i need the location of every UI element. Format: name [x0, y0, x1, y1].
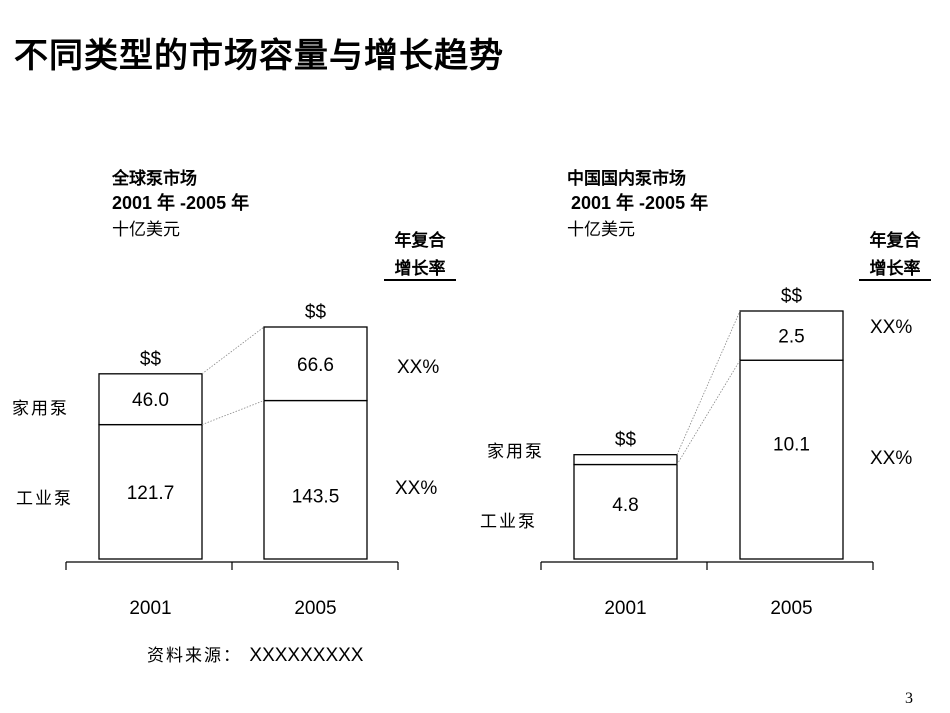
cagr-header-line2: 增长率 [394, 259, 446, 279]
cagr-header-line1: 年复合 [869, 231, 921, 251]
china-bar-2005-industrial [739, 359, 844, 560]
china-connector-total [676, 310, 741, 455]
china-bar-2001-household [573, 454, 678, 466]
page-title: 不同类型的市场容量与增长趋势 [14, 36, 504, 76]
global-value-label-2001-industrial: 121.7 [127, 483, 175, 504]
global-industrial-label: 工业泵 [16, 489, 73, 509]
source-note: 资料来源： XXXXXXXXX [147, 641, 363, 667]
china-connector-industrial [676, 359, 741, 465]
china-cagr-rule [859, 279, 931, 281]
china-industrial-label: 工业泵 [480, 512, 537, 532]
global-cagr-header: 年复合 增长率 [384, 227, 456, 283]
global-household-cagr: XX% [397, 357, 440, 378]
china-bar-2001-industrial [573, 463, 678, 560]
page-number: 3 [905, 690, 913, 707]
china-value-label-2001-industrial: 4.8 [612, 495, 638, 516]
china-chart-title: 中国国内泵市场 [567, 169, 686, 189]
global-value-label-2005-household: 66.6 [297, 355, 334, 376]
global-chart-unit: 十亿美元 [112, 220, 180, 240]
global-chart-period: 2001 年 -2005 年 [112, 193, 250, 213]
global-chart-title: 全球泵市场 [112, 169, 197, 189]
cagr-header-line1: 年复合 [394, 231, 446, 251]
global-total-label-2001: $$ [140, 349, 162, 370]
china-x-tick-label-2005: 2005 [770, 598, 812, 619]
global-x-tick-label-2001: 2001 [129, 598, 171, 619]
global-cagr-rule [384, 279, 456, 281]
global-bar-2005-household [263, 326, 368, 402]
global-value-label-2001-household: 46.0 [132, 390, 169, 411]
china-total-label-2005: $$ [781, 286, 803, 307]
global-value-label-2005-industrial: 143.5 [292, 487, 340, 508]
china-x-tick-label-2001: 2001 [604, 598, 646, 619]
global-bar-2001-household [98, 373, 203, 426]
global-industrial-cagr: XX% [395, 478, 438, 499]
source-value: XXXXXXXXX [249, 645, 364, 666]
china-industrial-cagr: XX% [870, 448, 913, 469]
china-chart-unit: 十亿美元 [567, 220, 635, 240]
china-household-cagr: XX% [870, 317, 913, 338]
source-label: 资料来源： [147, 646, 242, 666]
china-chart-period: 2001 年 -2005 年 [571, 193, 709, 213]
china-household-label: 家用泵 [487, 442, 544, 462]
global-x-tick-label-2005: 2005 [294, 598, 336, 619]
global-connector-total [201, 326, 265, 375]
cagr-header-line2: 增长率 [869, 259, 921, 279]
china-value-label-2005-household: 2.5 [778, 327, 804, 348]
china-bar-2005-household [739, 310, 844, 361]
global-connector-industrial [201, 400, 265, 425]
global-total-label-2005: $$ [305, 302, 327, 323]
china-value-label-2005-industrial: 10.1 [773, 435, 810, 456]
global-bar-2001-industrial [98, 423, 203, 560]
china-cagr-header: 年复合 增长率 [859, 227, 931, 283]
china-total-label-2001: $$ [615, 430, 637, 451]
global-bar-2005-industrial [263, 399, 368, 560]
global-household-label: 家用泵 [12, 399, 69, 419]
